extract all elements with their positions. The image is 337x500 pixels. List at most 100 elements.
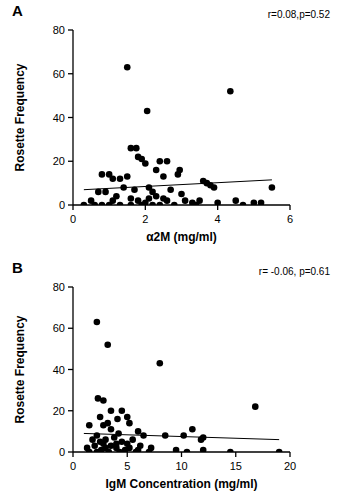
x-tick — [72, 452, 73, 457]
x-tick — [235, 452, 236, 457]
panel: Ar=0.08,p=0.520204060800246α2M (mg/ml)Ro… — [12, 2, 330, 244]
plot-area — [84, 319, 283, 452]
point — [128, 195, 135, 202]
x-tick — [72, 205, 73, 210]
x-tick-label: 15 — [230, 460, 242, 472]
point — [91, 443, 98, 450]
y-tick-label: 40 — [53, 364, 65, 376]
trend-line — [84, 180, 272, 190]
point — [178, 191, 185, 198]
point — [114, 416, 121, 423]
point — [184, 449, 191, 452]
panel-title: A — [12, 2, 23, 19]
x-tick-label: 0 — [70, 460, 76, 472]
x-tick-label: 2 — [142, 213, 148, 225]
x-axis-label: α2M (mg/ml) — [146, 230, 217, 244]
point — [251, 200, 258, 205]
point — [104, 341, 111, 348]
point — [196, 197, 203, 204]
point — [133, 449, 140, 452]
y-tick-label: 80 — [53, 281, 65, 293]
point — [164, 158, 171, 165]
x-axis-label: IgM Concentration (mg/ml) — [106, 477, 258, 491]
point — [157, 158, 164, 165]
point — [167, 186, 174, 193]
y-tick — [68, 73, 73, 74]
point — [153, 167, 160, 174]
point — [148, 445, 155, 452]
point — [173, 447, 180, 452]
x-tick — [289, 205, 290, 210]
y-tick-label: 80 — [53, 24, 65, 36]
point — [160, 173, 167, 180]
y-tick — [68, 204, 73, 205]
y-tick-label: 60 — [53, 68, 65, 80]
point — [144, 108, 151, 115]
point — [81, 202, 88, 205]
point — [252, 403, 259, 410]
point — [113, 440, 120, 447]
point — [232, 197, 239, 204]
x-tick-label: 4 — [215, 213, 221, 225]
y-axis-label: Rosette Frequency — [13, 63, 27, 171]
point — [214, 200, 221, 205]
point — [227, 449, 234, 452]
point — [138, 202, 145, 205]
x-tick-label: 10 — [175, 460, 187, 472]
point — [100, 397, 107, 404]
point — [94, 319, 101, 326]
point — [240, 202, 247, 205]
y-tick — [68, 410, 73, 411]
y-axis-label: Rosette Frequency — [13, 315, 27, 423]
point — [153, 193, 160, 200]
y-tick — [68, 328, 73, 329]
x-tick — [289, 452, 290, 457]
point — [99, 202, 106, 205]
point — [86, 449, 93, 452]
y-tick-label: 40 — [53, 112, 65, 124]
x-tick-label: 5 — [124, 460, 130, 472]
annotation: r=0.08,p=0.52 — [268, 9, 331, 20]
y-tick — [68, 161, 73, 162]
y-tick-label: 0 — [59, 199, 65, 211]
point — [126, 445, 133, 452]
y-tick-label: 0 — [59, 446, 65, 458]
x-tick-label: 0 — [70, 213, 76, 225]
point — [126, 420, 133, 427]
x-tick — [181, 452, 182, 457]
point — [157, 202, 164, 205]
point — [157, 360, 164, 367]
point — [97, 414, 104, 421]
point — [200, 447, 207, 452]
y-tick — [68, 286, 73, 287]
point — [100, 440, 107, 447]
point — [149, 202, 156, 205]
annotation: r= -0.06, p=0.61 — [259, 266, 331, 277]
x-tick — [217, 205, 218, 210]
point — [211, 184, 218, 191]
x-tick-label: 20 — [284, 460, 296, 472]
point — [135, 428, 142, 435]
point — [109, 175, 116, 182]
point — [124, 414, 131, 421]
point — [119, 407, 126, 414]
point — [95, 189, 102, 196]
point — [86, 422, 93, 429]
point — [258, 200, 265, 205]
point — [171, 202, 178, 205]
point — [89, 436, 96, 443]
panel-title: B — [12, 259, 23, 276]
point — [182, 197, 189, 204]
point — [106, 449, 113, 452]
x-axis — [73, 204, 290, 205]
point — [99, 171, 106, 178]
point — [269, 184, 276, 191]
x-tick — [127, 452, 128, 457]
point — [94, 449, 101, 452]
point — [227, 88, 234, 95]
point — [164, 197, 171, 204]
y-tick — [68, 29, 73, 30]
point — [180, 432, 187, 439]
point — [128, 202, 135, 205]
point — [146, 195, 153, 202]
